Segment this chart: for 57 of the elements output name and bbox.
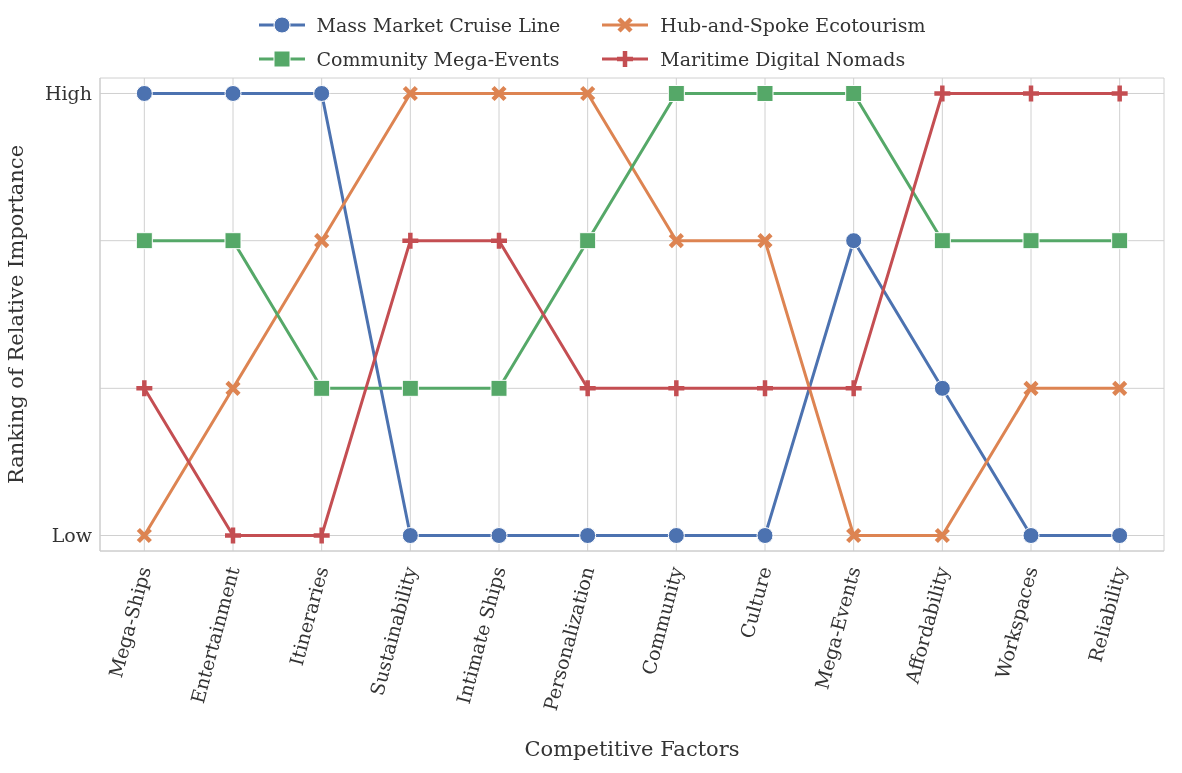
point <box>313 232 330 249</box>
point <box>1111 232 1129 250</box>
point <box>1022 380 1040 397</box>
point <box>400 230 421 251</box>
point <box>579 527 597 545</box>
text: Low <box>51 524 93 547</box>
y-axis-title: Ranking of Relative Importance <box>4 144 29 485</box>
point <box>488 230 510 251</box>
point <box>313 379 331 397</box>
point <box>668 232 685 249</box>
point <box>490 379 508 397</box>
point <box>224 380 242 397</box>
point <box>490 527 508 545</box>
point <box>224 84 242 102</box>
x-axis-title: Competitive Factors <box>524 737 740 761</box>
point <box>577 378 598 399</box>
point <box>756 232 774 249</box>
point <box>934 527 951 544</box>
legend-label: Hub-and-Spoke Ecotourism <box>660 13 926 36</box>
point <box>754 378 776 399</box>
point <box>313 84 331 102</box>
point <box>933 232 951 250</box>
point <box>401 379 419 397</box>
x-tick-label: Culture <box>735 564 776 641</box>
point <box>845 527 862 544</box>
point <box>490 85 508 102</box>
point <box>579 85 596 102</box>
point <box>311 525 332 546</box>
point <box>1022 527 1040 545</box>
point <box>843 378 864 399</box>
legend-label: Maritime Digital Nomads <box>660 47 906 70</box>
point <box>1020 83 1042 104</box>
point <box>666 378 687 399</box>
legend-label: Mass Market Cruise Line <box>316 13 561 36</box>
legend-label: Community Mega-Events <box>316 47 560 70</box>
point <box>222 525 244 546</box>
point <box>135 84 153 102</box>
point <box>135 232 153 250</box>
point <box>134 378 155 399</box>
point <box>845 84 863 102</box>
point <box>932 83 953 104</box>
point <box>402 85 419 102</box>
point <box>579 232 597 250</box>
point <box>667 527 685 545</box>
point <box>933 379 951 397</box>
point <box>667 84 685 102</box>
point <box>1111 527 1129 545</box>
point <box>845 232 863 250</box>
point <box>1109 83 1130 104</box>
point <box>136 527 153 544</box>
point <box>1111 380 1128 397</box>
point <box>756 84 774 102</box>
point <box>401 527 419 545</box>
point <box>1022 232 1040 250</box>
text: High <box>44 82 92 105</box>
point <box>224 232 242 250</box>
point <box>756 527 774 545</box>
